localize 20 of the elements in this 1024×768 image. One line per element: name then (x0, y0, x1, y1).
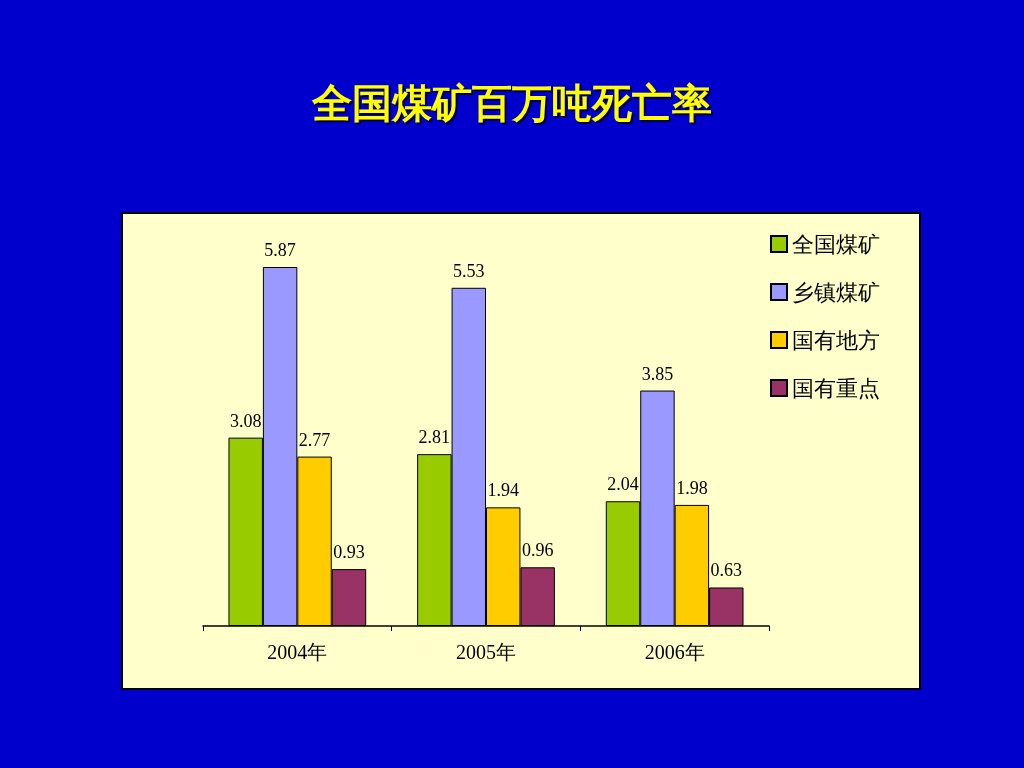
legend-label: 国有重点 (792, 375, 880, 401)
data-label: 3.85 (641, 363, 674, 384)
data-label: 0.93 (333, 542, 365, 563)
legend-label: 全国煤矿 (792, 231, 880, 257)
data-label: 3.08 (229, 410, 262, 431)
data-label: 2.81 (418, 427, 451, 448)
x-tick-label: 2004年 (267, 641, 328, 663)
data-label: 0.63 (710, 560, 743, 581)
legend-label: 乡镇煤矿 (792, 279, 880, 305)
chart-title: 全国煤矿百万吨死亡率 (311, 80, 713, 128)
data-label: 2.77 (298, 429, 331, 450)
x-tick-label: 2005年 (456, 641, 516, 663)
legend-label: 国有地方 (792, 327, 880, 353)
data-label: 1.98 (676, 477, 708, 498)
data-label: 1.94 (487, 480, 519, 501)
data-label: 0.96 (521, 540, 554, 561)
data-label: 5.87 (264, 240, 296, 260)
x-tick-label: 2006年 (644, 641, 705, 663)
data-label: 2.04 (607, 474, 639, 495)
data-label: 5.53 (453, 260, 485, 281)
